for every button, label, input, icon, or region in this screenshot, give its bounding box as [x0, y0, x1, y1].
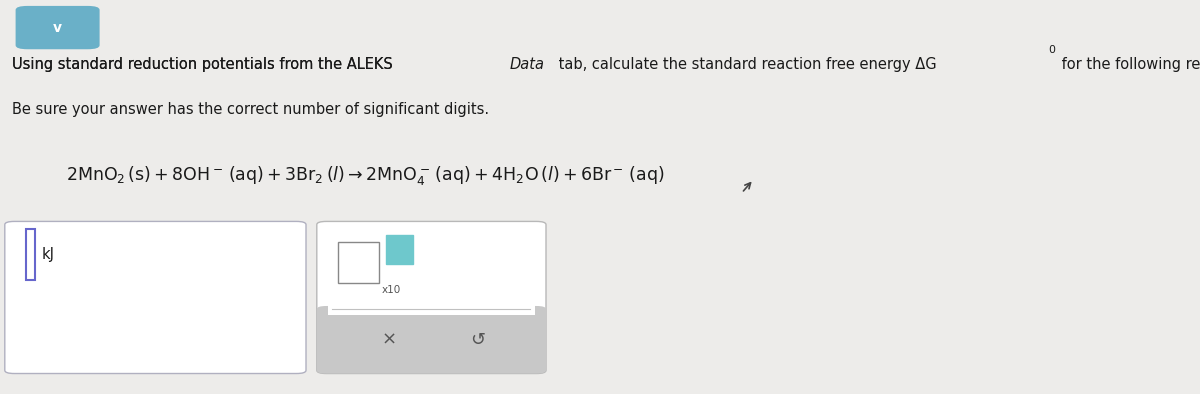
Text: v: v: [53, 20, 62, 35]
FancyBboxPatch shape: [317, 221, 546, 374]
Text: x10: x10: [382, 285, 401, 295]
Text: Using standard reduction potentials from the ALEKS: Using standard reduction potentials from…: [12, 57, 397, 72]
Text: Be sure your answer has the correct number of significant digits.: Be sure your answer has the correct numb…: [12, 102, 490, 117]
Text: Using standard reduction potentials from the ALEKS: Using standard reduction potentials from…: [12, 57, 397, 72]
Text: 0: 0: [1048, 45, 1055, 55]
Bar: [338, 242, 379, 283]
Text: Data: Data: [509, 57, 545, 72]
FancyBboxPatch shape: [16, 6, 100, 49]
Text: tab, calculate the standard reaction free energy ΔG: tab, calculate the standard reaction fre…: [554, 57, 937, 72]
Bar: [26, 229, 35, 280]
FancyBboxPatch shape: [5, 221, 306, 374]
Text: for the following redox reaction.: for the following redox reaction.: [1057, 57, 1200, 72]
Text: kJ: kJ: [42, 247, 55, 262]
Bar: [328, 303, 535, 315]
FancyBboxPatch shape: [317, 306, 546, 374]
Text: ↺: ↺: [470, 331, 485, 349]
Text: $\rm 2MnO_2$$\rm\,(s) + 8OH^-\,(aq) + 3Br_2\,(\mathit{l}) \rightarrow 2MnO_4^-\,: $\rm 2MnO_2$$\rm\,(s) + 8OH^-\,(aq) + 3B…: [66, 164, 665, 187]
Bar: [386, 235, 413, 264]
Text: ×: ×: [382, 331, 397, 349]
